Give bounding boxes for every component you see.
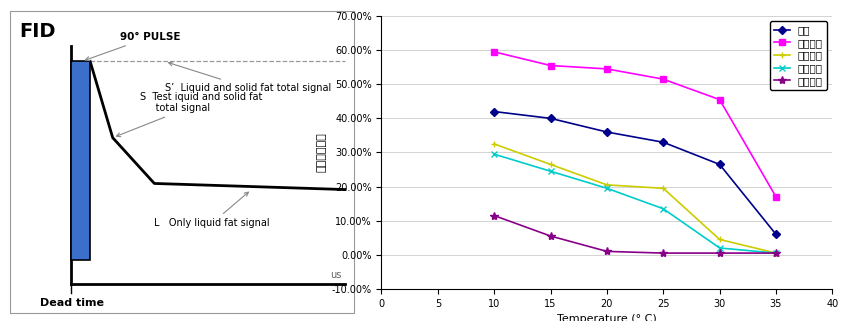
一次液体 [602,187,612,190]
二次固体 [489,142,499,146]
一次液体 [714,246,725,250]
一次液体 [771,251,781,255]
二次液体 [602,249,612,253]
Text: 90° PULSE: 90° PULSE [85,32,180,61]
Bar [71,62,90,260]
二次液体 [714,251,725,255]
原料 [489,110,499,114]
Legend: 原料, 一次固体, 二次固体, 一次液体, 二次液体: 原料, 一次固体, 二次固体, 一次液体, 二次液体 [770,21,827,90]
一次固体 [489,50,499,54]
二次固体 [545,162,556,166]
一次固体 [545,64,556,67]
二次固体 [658,187,668,190]
Text: S  Test iquid and solid fat
     total signal: S Test iquid and solid fat total signal [116,92,263,137]
一次液体 [489,152,499,156]
二次液体 [771,251,781,255]
X-axis label: Temperature (° C): Temperature (° C) [557,314,657,321]
Line: 二次液体: 二次液体 [490,212,780,257]
Line: 原料: 原料 [492,109,779,237]
Y-axis label: 固体脂肪含量: 固体脂肪含量 [316,133,326,172]
Text: Dead time: Dead time [40,299,104,308]
Line: 二次固体: 二次固体 [491,141,779,256]
原料 [771,232,781,236]
一次固体 [602,67,612,71]
二次液体 [545,234,556,238]
Line: 一次固体: 一次固体 [492,49,779,200]
二次液体 [658,251,668,255]
原料 [545,117,556,120]
一次固体 [714,98,725,101]
一次液体 [545,169,556,173]
Text: us: us [330,270,342,280]
Text: L   Only liquid fat signal: L Only liquid fat signal [154,192,270,228]
一次固体 [658,77,668,81]
二次固体 [714,238,725,241]
Line: 一次液体: 一次液体 [491,151,779,256]
FancyBboxPatch shape [10,11,354,313]
二次固体 [602,183,612,187]
Text: S’  Liquid and solid fat total signal: S’ Liquid and solid fat total signal [165,62,331,93]
二次固体 [771,251,781,255]
二次液体 [489,214,499,218]
Text: FID: FID [19,22,55,41]
一次固体 [771,195,781,199]
一次液体 [658,207,668,211]
原料 [658,140,668,144]
原料 [602,130,612,134]
原料 [714,162,725,166]
